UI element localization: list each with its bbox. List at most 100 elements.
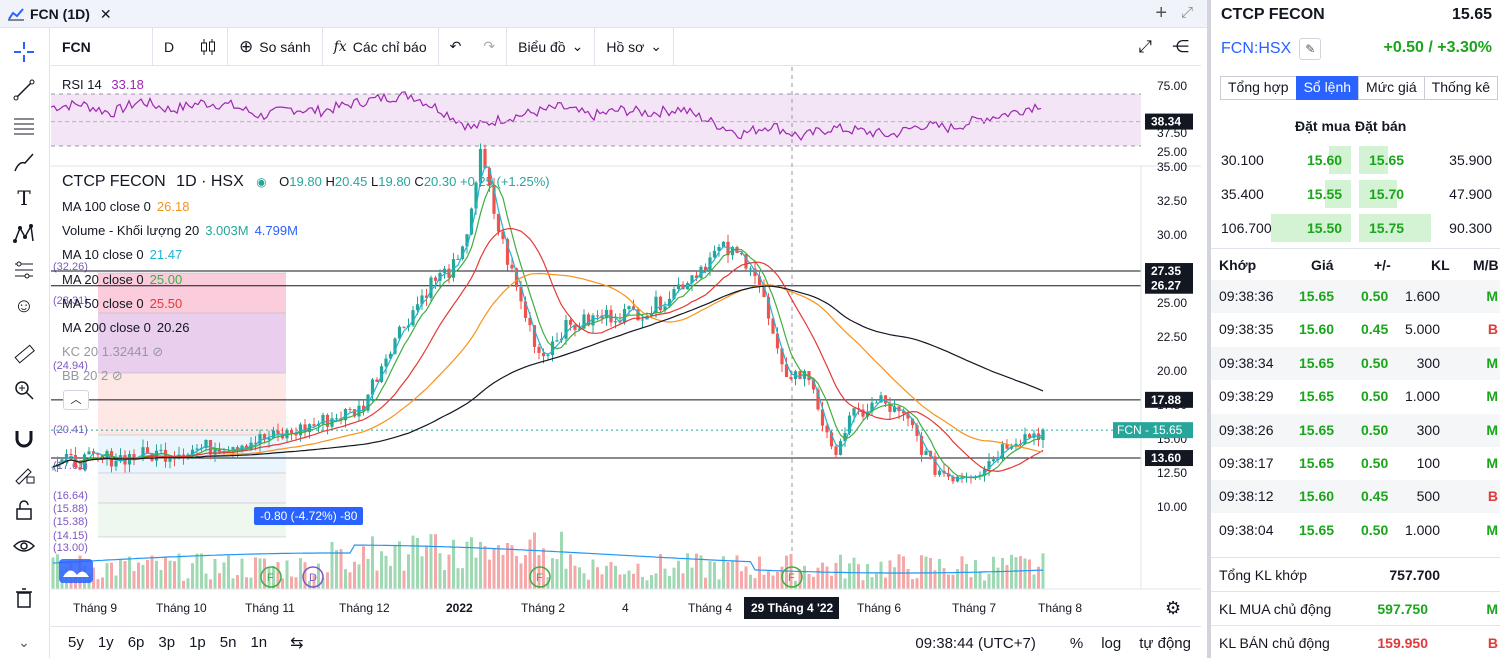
chart-area[interactable]: 75.0050.0025.00(32.26)(28.31)(24.94)(20.… — [51, 67, 1201, 627]
volume-bar — [663, 568, 667, 589]
percent-toggle[interactable]: % — [1069, 634, 1084, 652]
candle-body — [987, 461, 991, 470]
trend-line-icon[interactable] — [10, 76, 38, 104]
volume-bar — [762, 574, 766, 589]
candle-body — [582, 314, 586, 329]
panel-tab[interactable]: Sổ lệnh — [1295, 76, 1360, 100]
trash-icon[interactable] — [10, 584, 38, 612]
edit-pencil-icon[interactable]: ✎ — [1299, 38, 1322, 60]
brush-icon[interactable] — [10, 148, 38, 176]
chart-type-dropdown[interactable]: Biểu đồ ⌄ — [507, 27, 596, 66]
ma100-legend[interactable]: MA 100 close 0 26.18 — [62, 199, 189, 214]
profile-dropdown[interactable]: Hồ sơ ⌄ — [595, 27, 675, 66]
collapse-legend-button[interactable]: ︿ — [63, 390, 89, 410]
volume-bar — [735, 555, 739, 589]
magnet-icon[interactable] — [10, 424, 38, 452]
panel-tab[interactable]: Mức giá — [1358, 76, 1425, 100]
eye-off-icon[interactable]: ⊘ — [152, 344, 164, 359]
volume-bar — [353, 561, 356, 589]
volume-bar — [969, 577, 973, 589]
emoji-icon[interactable]: ☺ — [13, 294, 35, 317]
time-tick-label: Tháng 12 — [339, 601, 390, 615]
ma20-legend[interactable]: MA 20 close 0 25.00 — [62, 272, 182, 287]
zoom-icon[interactable] — [10, 376, 38, 404]
text-icon[interactable]: T — [17, 186, 31, 210]
event-marker — [260, 566, 282, 588]
panel-tabs: Tổng hợp Sổ lệnh Mức giá Thống kê — [1220, 76, 1499, 100]
chart-tab[interactable]: FCN (1D) ✕ — [0, 0, 120, 28]
candle-body — [523, 301, 528, 318]
volume-bar — [92, 567, 95, 589]
volume-bar — [866, 563, 869, 589]
volume-bar — [249, 577, 253, 589]
range-button-5n[interactable]: 5n — [219, 634, 237, 651]
forecast-icon[interactable] — [10, 256, 38, 284]
open-value: 19.80 — [289, 174, 322, 189]
volume-legend[interactable]: Volume - Khối lượng 20 3.003M 4.799M — [62, 223, 298, 238]
volume-bar — [213, 558, 217, 589]
panel-tab[interactable]: Tổng hợp — [1220, 76, 1297, 100]
eye-icon[interactable] — [10, 532, 38, 560]
candle-body — [514, 268, 519, 288]
interval-button[interactable]: D — [164, 38, 175, 55]
range-button-6p[interactable]: 6p — [127, 634, 145, 651]
fib-levels-icon[interactable] — [10, 112, 38, 140]
volume-bar — [596, 567, 599, 589]
lock-draw-icon[interactable] — [10, 460, 38, 488]
compare-button[interactable]: ⊕ So sánh — [228, 27, 323, 66]
ma100-label: MA 100 close 0 — [62, 199, 151, 214]
auto-toggle[interactable]: tự động — [1139, 634, 1191, 652]
rsi-value: 33.18 — [111, 77, 144, 92]
lock-icon[interactable] — [10, 496, 38, 524]
candle-body — [690, 275, 694, 284]
crosshair-icon[interactable] — [10, 38, 38, 66]
volume-bar — [303, 562, 307, 589]
redo-button[interactable]: ↷ — [472, 27, 508, 66]
undo-button[interactable]: ↶ — [439, 28, 473, 66]
price-chart[interactable]: 75.0050.0025.00(32.26)(28.31)(24.94)(20.… — [51, 67, 1201, 627]
range-button-5y[interactable]: 5y — [68, 634, 84, 651]
close-icon[interactable]: ✕ — [99, 5, 112, 22]
volume-bar — [884, 577, 887, 589]
trade-volume: 1.000 — [1404, 521, 1440, 538]
ticker-symbol[interactable]: FCN:HSX — [1221, 40, 1292, 57]
fullscreen-icon[interactable]: ⤢ — [1138, 37, 1152, 56]
range-button-1p[interactable]: 1p — [189, 634, 206, 651]
settings-gear-icon[interactable]: ⚙ — [1165, 598, 1181, 618]
candle-type-button[interactable] — [189, 27, 228, 66]
symbol-search[interactable]: FCN — [51, 27, 153, 66]
panel-tab[interactable]: Thống kê — [1423, 76, 1499, 100]
candle-body — [253, 442, 258, 444]
eye-off-icon[interactable]: ⊘ — [111, 368, 123, 383]
ma50-legend[interactable]: MA 50 close 0 25.50 — [62, 296, 182, 311]
indicators-button[interactable]: fx Các chỉ báo — [323, 27, 439, 66]
pattern-icon[interactable] — [10, 220, 38, 248]
range-button-1n[interactable]: 1n — [250, 634, 268, 651]
range-button-1y[interactable]: 1y — [97, 634, 114, 651]
ruler-icon[interactable] — [10, 340, 38, 368]
log-toggle[interactable]: log — [1101, 634, 1122, 652]
date-range-icon[interactable]: ⇆ — [290, 634, 304, 652]
expand-icon[interactable]: ⤢ — [1180, 4, 1193, 21]
trade-row: 09:38:12 15.60 0.45 500 B — [1211, 480, 1500, 514]
candle-body — [577, 328, 582, 330]
add-tab-icon[interactable]: + — [1155, 2, 1167, 24]
volume-bar — [708, 561, 712, 589]
ma10-legend[interactable]: MA 10 close 0 21.47 — [62, 247, 182, 262]
range-button-3p[interactable]: 3p — [158, 634, 176, 651]
bb-legend[interactable]: BB 20 2 ⊘ — [62, 368, 123, 384]
event-marker — [302, 566, 324, 588]
clock-time[interactable]: 09:38:44 (UTC+7) — [915, 634, 1036, 652]
candle-body — [478, 148, 483, 183]
volume-bar — [803, 565, 806, 589]
fib-label: (20.41) — [53, 424, 88, 436]
volume-ma-line — [52, 544, 1044, 574]
chevron-down-icon[interactable]: ⌄ — [18, 633, 30, 650]
ma200-legend[interactable]: MA 200 close 0 20.26 — [62, 320, 189, 335]
candle-body — [244, 445, 249, 449]
bid-header: Đặt mua — [1295, 118, 1351, 134]
candle-body — [820, 409, 825, 426]
volume-bar — [834, 562, 838, 589]
share-icon[interactable]: ⋲ — [1172, 37, 1189, 56]
kc-legend[interactable]: KC 20 1.32441 ⊘ — [62, 344, 163, 360]
